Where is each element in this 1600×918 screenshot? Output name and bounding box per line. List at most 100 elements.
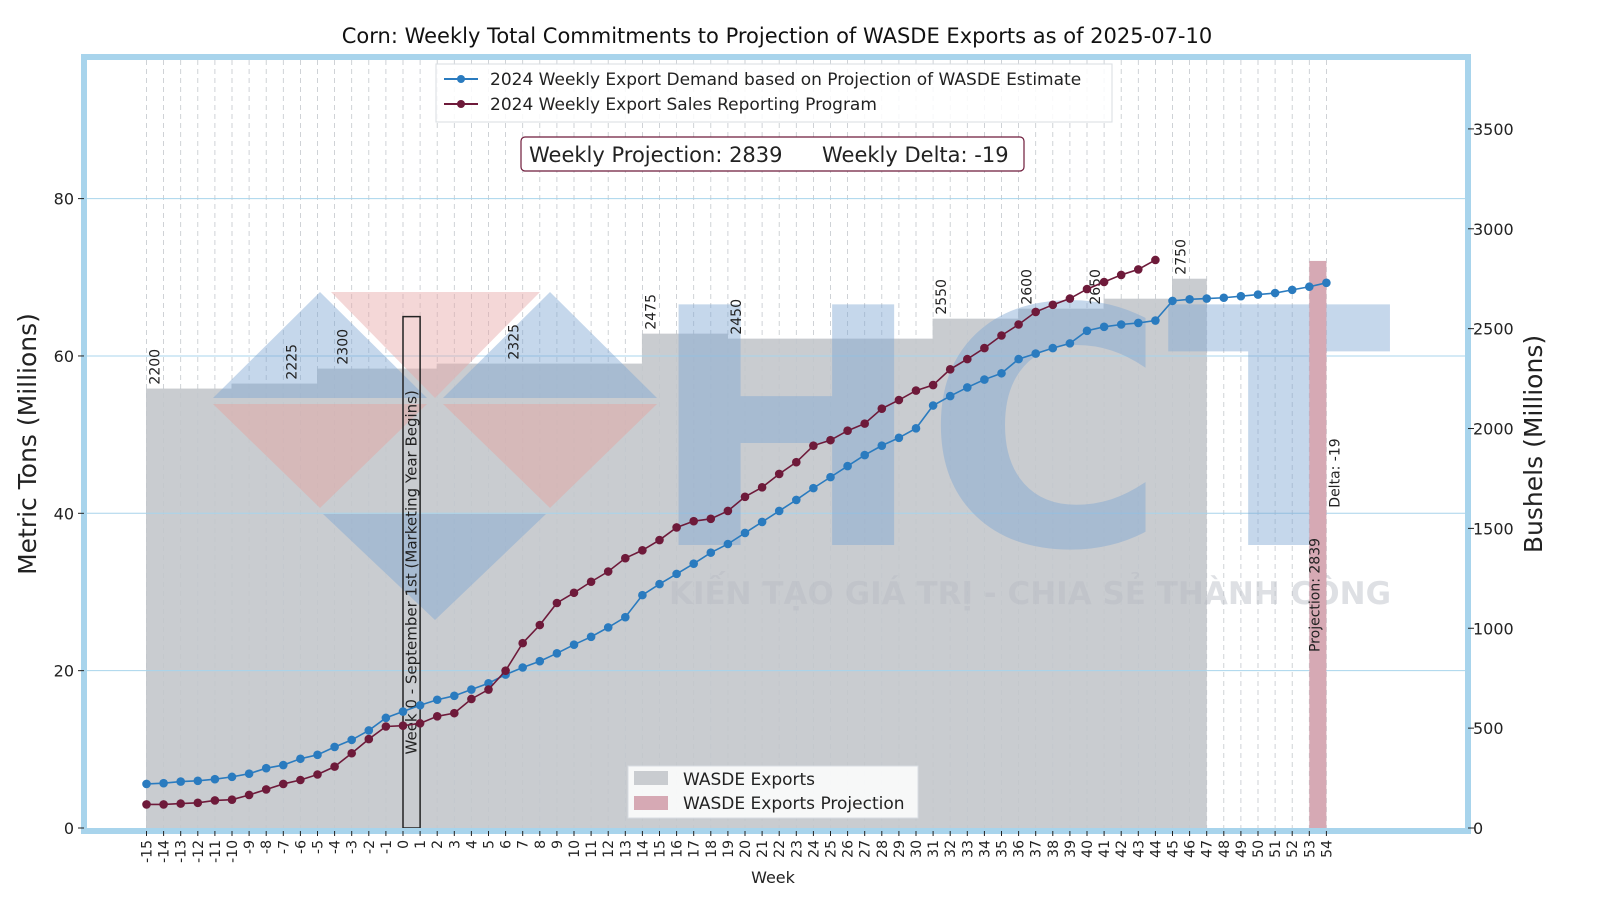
demand-series-point bbox=[963, 383, 972, 392]
y-right-tick-label: 2000 bbox=[1473, 420, 1514, 439]
demand-series-point bbox=[1287, 285, 1297, 295]
demand-series-point bbox=[381, 713, 391, 723]
x-tick-label: 49 bbox=[1234, 840, 1250, 858]
y-left-tick-label: 80 bbox=[54, 190, 74, 209]
x-tick-label: 14 bbox=[635, 840, 651, 858]
demand-series-point bbox=[1048, 343, 1058, 353]
y-left-tick-label: 40 bbox=[54, 504, 74, 523]
sales-series-point bbox=[638, 545, 647, 555]
x-tick-label: 20 bbox=[738, 840, 754, 858]
x-tick-label: 43 bbox=[1131, 840, 1147, 858]
sales-series-point bbox=[1031, 307, 1040, 317]
x-tick-label: 28 bbox=[875, 840, 891, 858]
demand-series-point bbox=[484, 678, 493, 688]
sales-series-point bbox=[877, 404, 887, 413]
demand-series-point bbox=[1099, 322, 1109, 332]
legend-wasde-label: WASDE Exports bbox=[683, 770, 815, 790]
x-tick-label: -12 bbox=[191, 840, 207, 863]
x-tick-label: 25 bbox=[824, 840, 840, 858]
x-tick-label: 12 bbox=[601, 840, 617, 858]
demand-series-point bbox=[928, 401, 938, 410]
wasde-bar bbox=[351, 368, 369, 828]
demand-series-point bbox=[193, 776, 203, 786]
x-tick-label: 23 bbox=[789, 840, 805, 858]
legend-bottom-box bbox=[627, 765, 919, 819]
wasde-bar bbox=[727, 338, 746, 828]
y-right-tick-label: 1000 bbox=[1473, 619, 1514, 638]
demand-series-line bbox=[146, 282, 1327, 785]
legend-top: 2024 Weekly Export Demand based on Proje… bbox=[435, 63, 1113, 123]
x-tick-label: 8 bbox=[533, 840, 549, 849]
demand-series-point bbox=[740, 528, 750, 538]
sales-series-point bbox=[757, 483, 767, 492]
wasde-bar bbox=[334, 368, 352, 828]
wasde-bar bbox=[299, 383, 318, 828]
demand-series-point bbox=[1236, 291, 1246, 301]
x-tick-label: 37 bbox=[1029, 840, 1045, 858]
y-left-tick-label: 60 bbox=[54, 347, 74, 366]
wasde-bar bbox=[830, 338, 848, 828]
sales-series-point bbox=[1099, 277, 1109, 287]
x-tick-label: 3 bbox=[447, 840, 463, 849]
sales-series-point bbox=[569, 588, 579, 598]
sales-series-point bbox=[1014, 320, 1023, 329]
demand-series-point bbox=[1185, 295, 1194, 304]
sales-series-point bbox=[826, 435, 835, 445]
wasde-bar bbox=[282, 383, 301, 828]
x-tick-label: 50 bbox=[1251, 840, 1267, 858]
wasde-bar bbox=[898, 338, 917, 828]
demand-series-point bbox=[1219, 293, 1229, 303]
demand-series-point bbox=[638, 590, 647, 600]
demand-series-point bbox=[159, 778, 168, 788]
wasde-value-label: 2750 bbox=[1174, 239, 1190, 275]
wasde-bar bbox=[1086, 308, 1105, 828]
demand-series-point bbox=[586, 632, 596, 642]
x-tick-label: 48 bbox=[1217, 840, 1233, 858]
x-tick-label: 32 bbox=[943, 840, 959, 858]
wasde-bar bbox=[556, 363, 575, 828]
y-axis-title-right: Bushels (Millions) bbox=[1519, 335, 1548, 553]
wasde-bar bbox=[949, 318, 968, 828]
demand-series-point bbox=[415, 700, 425, 710]
sales-series-point bbox=[347, 748, 357, 758]
wasde-bar bbox=[1120, 298, 1139, 828]
demand-series-point bbox=[330, 742, 339, 752]
x-tick-label: -13 bbox=[174, 840, 190, 863]
demand-series-point bbox=[911, 424, 921, 433]
y-right-tick-label: 500 bbox=[1473, 719, 1504, 738]
x-tick-label: 24 bbox=[806, 840, 822, 858]
x-tick-label: 44 bbox=[1148, 840, 1164, 858]
wasde-bar bbox=[265, 383, 284, 828]
demand-series-point bbox=[518, 663, 527, 672]
sales-series-point bbox=[501, 666, 510, 675]
x-tick-label: 10 bbox=[567, 840, 583, 858]
sales-series-point bbox=[997, 331, 1006, 340]
demand-series-point bbox=[809, 483, 818, 493]
sales-series-point bbox=[398, 721, 408, 731]
wasde-value-label: 2200 bbox=[148, 349, 164, 385]
projection-bar-group: Projection: 2839 Delta: -19 bbox=[1307, 260, 1343, 828]
demand-series-point bbox=[997, 368, 1006, 378]
demand-series-point bbox=[843, 461, 852, 471]
sales-series-point bbox=[244, 790, 254, 800]
wasde-bar bbox=[522, 363, 540, 828]
legend-projection-label: WASDE Exports Projection bbox=[683, 794, 905, 814]
chart-title: Corn: Weekly Total Commitments to Projec… bbox=[342, 24, 1212, 48]
weekly-delta-text: Weekly Delta: -19 bbox=[822, 143, 1009, 167]
demand-series-point bbox=[210, 774, 220, 784]
demand-series-point bbox=[860, 450, 869, 460]
x-tick-label: 39 bbox=[1063, 840, 1079, 858]
watermark-triangle-blue-left bbox=[213, 292, 427, 398]
sales-series-point bbox=[142, 800, 151, 809]
watermark-triangle-red-top bbox=[331, 292, 540, 398]
demand-series-point bbox=[1014, 354, 1023, 364]
sales-series-point bbox=[432, 711, 442, 721]
x-tick-label: 27 bbox=[858, 840, 874, 858]
sales-series-point bbox=[689, 516, 698, 526]
wasde-bar bbox=[624, 363, 643, 828]
demand-series-point bbox=[142, 779, 151, 789]
x-tick-label: 42 bbox=[1114, 840, 1130, 858]
sales-series-point bbox=[193, 798, 203, 808]
x-tick-label: 7 bbox=[516, 840, 532, 849]
x-tick-label: 2 bbox=[430, 840, 446, 849]
